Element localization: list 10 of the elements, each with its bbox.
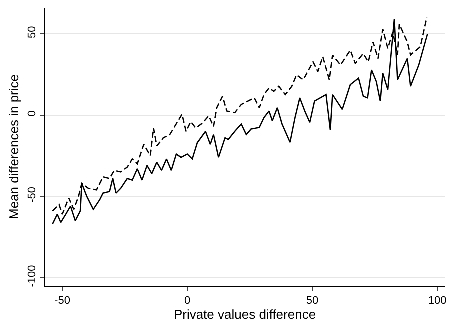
- y-axis-title: Mean differences in price: [6, 74, 22, 220]
- x-axis-title: Private values difference: [174, 307, 316, 322]
- y-tick-label: 0: [26, 110, 39, 117]
- y-tick-label: -100: [26, 265, 39, 288]
- y-tick-label: 50: [26, 26, 39, 38]
- x-tick-label: 0: [184, 295, 191, 308]
- x-tick-label: 50: [306, 295, 319, 308]
- y-tick-label: -50: [26, 186, 39, 203]
- x-tick-label: 100: [428, 295, 447, 308]
- x-tick-label: -50: [54, 295, 70, 308]
